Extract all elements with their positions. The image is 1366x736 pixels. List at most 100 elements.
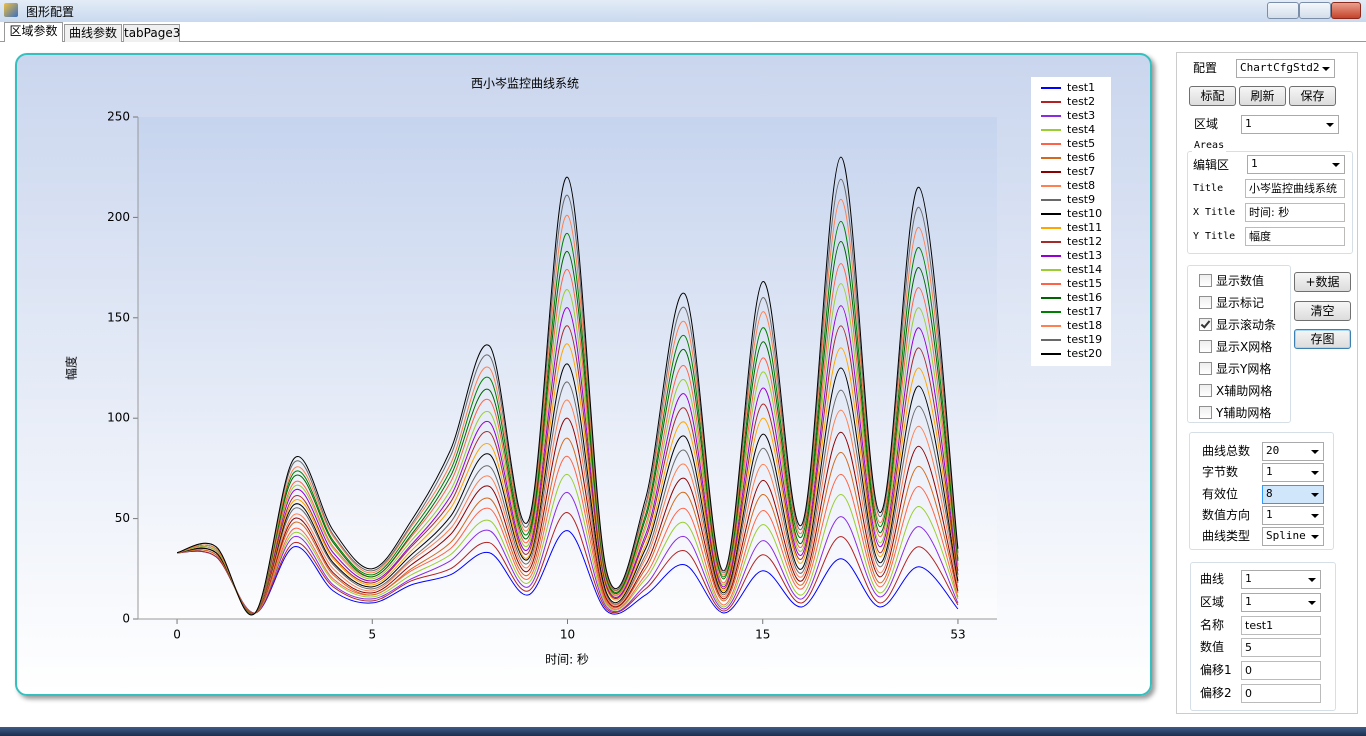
setting-combo[interactable]: Spline [1262,527,1324,547]
text-input[interactable]: 小岑监控曲线系统 [1245,179,1345,198]
dropdown-arrow [1311,492,1319,497]
setting-combo[interactable]: 1 [1262,463,1324,483]
y-tick-label: 150 [107,310,130,324]
checkbox[interactable] [1199,340,1212,353]
setting-label: 数值方向 [1202,507,1251,522]
field-input[interactable]: 5 [1241,638,1321,658]
y-tick-label: 100 [107,411,130,425]
restore-button[interactable] [1299,2,1331,19]
legend-label: test7 [1067,165,1095,178]
field-combo[interactable]: 1 [1241,592,1321,612]
series-line [176,417,959,614]
legend-label: test18 [1067,319,1102,332]
group-box [1190,562,1336,711]
config-combo[interactable]: ChartCfgStd2 [1236,59,1335,78]
field-label: 偏移2 [1200,686,1232,700]
legend-label: test11 [1067,221,1102,234]
group-box [1187,265,1291,423]
dropdown-arrow [1311,471,1319,476]
close-button[interactable] [1331,2,1361,19]
field-input[interactable]: 0 [1241,661,1321,681]
area-combo[interactable]: 1 [1241,115,1339,134]
y-tick-label: 250 [107,110,130,124]
dropdown-arrow [1311,450,1319,454]
field-input[interactable]: test1 [1241,615,1321,635]
chart: 西小岑监控曲线系统 时间: 秒 幅度 0 50 100 150 200 250 0 5 10 15… [64,77,1111,667]
tab[interactable]: 区域参数 [4,22,63,42]
dropdown-arrow [1322,67,1330,71]
button[interactable]: 保存 [1289,86,1336,106]
series-line [177,492,959,614]
checkbox-label: 显示滚动条 [1216,318,1277,332]
checkbox[interactable] [1199,384,1212,397]
y-tick-label: 0 [122,612,130,626]
checkbox[interactable] [1199,296,1212,309]
setting-label: 曲线类型 [1202,529,1251,544]
series-line [176,325,959,615]
button[interactable]: 刷新 [1239,86,1286,106]
checkbox[interactable] [1199,274,1212,287]
x-tick-label: 0 [173,628,181,642]
x-tick-label: 15 [755,628,770,642]
field-label: 曲线 [1200,572,1225,586]
field-label: 名称 [1200,617,1225,632]
field-input[interactable]: 0 [1241,684,1321,703]
config-label: 配置 [1193,61,1218,75]
checkbox[interactable] [1199,406,1212,419]
title-bar [0,0,1366,22]
series-line [176,530,959,615]
legend-label: test5 [1067,137,1095,150]
x-tick-label: 10 [560,628,575,642]
dropdown-arrow [1311,513,1319,518]
app-icon [4,3,18,17]
dropdown-arrow [1326,123,1334,127]
legend-label: test6 [1067,151,1095,164]
series-line [176,178,959,616]
series-line [177,473,959,614]
legend-label: test1 [1067,81,1095,94]
button[interactable]: +数据 [1294,272,1351,292]
series-line [176,512,959,614]
field-label: X Title [1193,207,1236,218]
legend-label: test9 [1067,193,1095,206]
text-input[interactable]: 幅度 [1245,227,1345,246]
series-line [177,437,959,614]
minimize-button[interactable] [1267,2,1299,19]
setting-combo[interactable]: 1 [1262,505,1324,525]
dropdown-arrow [1308,578,1316,582]
button[interactable]: 标配 [1189,86,1236,106]
legend-label: test16 [1067,291,1102,304]
tab-border [0,41,1366,42]
tab[interactable]: tabPage3 [123,24,181,42]
field-label: 偏移1 [1200,663,1232,678]
checkbox[interactable] [1199,318,1212,331]
series-line [176,305,959,615]
legend-label: test8 [1067,179,1095,192]
button[interactable]: 清空 [1294,300,1351,321]
dropdown-arrow [1308,600,1316,605]
area-edit-combo[interactable]: 1 [1247,155,1345,174]
button[interactable]: 存图 [1294,329,1351,349]
x-tick-label: 5 [368,628,376,642]
series-line [176,156,959,616]
field-label: 编辑区 [1193,158,1230,172]
field-combo[interactable]: 1 [1241,570,1321,589]
setting-label: 曲线总数 [1202,444,1251,458]
legend-label: test19 [1067,333,1102,346]
checkbox-label: X辅助网格 [1216,384,1273,398]
legend-label: test20 [1067,347,1102,360]
checkbox[interactable] [1199,362,1212,375]
legend-label: test13 [1067,249,1102,262]
setting-combo[interactable]: 8 [1262,484,1324,504]
legend-label: test10 [1067,207,1102,220]
settings-panel [1176,52,1358,714]
group-title: Areas [1192,140,1227,152]
y-tick-label: 200 [107,210,130,224]
legend-label: test17 [1067,305,1102,318]
text-input[interactable]: 时间: 秒 [1245,203,1345,222]
tab[interactable]: 曲线参数 [64,24,122,42]
group-box [1189,432,1334,550]
legend-label: test14 [1067,263,1102,276]
setting-combo[interactable]: 20 [1262,442,1324,461]
